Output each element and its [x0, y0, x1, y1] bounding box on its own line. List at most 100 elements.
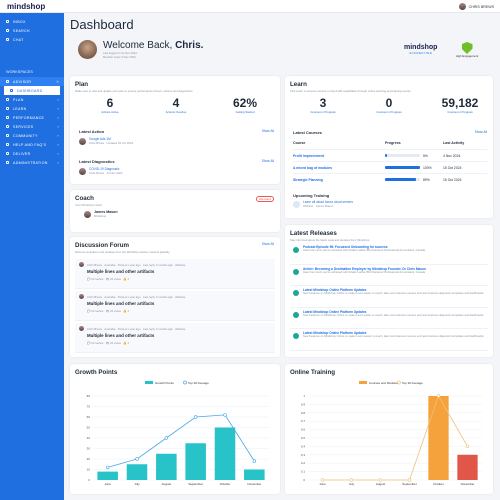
- sidebar-item-community[interactable]: COMMUNITY ›: [0, 131, 64, 140]
- last-activity: 15 Oct 2024: [443, 177, 462, 182]
- release-title[interactable]: Podcast Episode 96: Focussed Onboarding …: [303, 245, 388, 249]
- release-item[interactable]: Latest Mindshop Online Platform Updates N…: [290, 308, 488, 329]
- sidebar-item-plan[interactable]: PLAN ›: [0, 95, 64, 104]
- release-title[interactable]: Latest Mindshop Online Platform Updates: [303, 288, 367, 292]
- chevron-right-icon: ›: [57, 106, 59, 111]
- release-title[interactable]: Latest Mindshop Online Platform Updates: [303, 331, 367, 335]
- user-menu[interactable]: CHRIS BREWS: [458, 3, 494, 10]
- chevron-right-icon: ›: [57, 115, 59, 120]
- diagnostic-title[interactable]: COVID-19 Diagnostic: [89, 167, 120, 171]
- line-point: [349, 478, 354, 482]
- sidebar-item-help[interactable]: HELP AND FAQ'S ›: [0, 140, 64, 149]
- progress-bar: [385, 178, 420, 181]
- last-activity: 15 Oct 2024: [443, 165, 462, 170]
- chevron-up-icon: ˄: [56, 79, 59, 84]
- search-icon: [6, 29, 9, 32]
- services-icon: [6, 125, 9, 128]
- stat-courses-2[interactable]: 0 Courses in Progress: [376, 96, 402, 114]
- action-title[interactable]: Google Ads 1M: [89, 137, 111, 141]
- x-tick-label: June: [319, 482, 326, 486]
- forum-title: Discussion Forum: [75, 242, 129, 249]
- accredited-badge: mindshop ACCREDITED: [404, 44, 438, 55]
- show-all-link[interactable]: Show All: [261, 129, 274, 133]
- bar: [214, 427, 236, 480]
- post-title[interactable]: Multiple lines and other artifacts: [87, 301, 155, 306]
- stat-courses-3[interactable]: 59,182 Courses in Progress: [441, 96, 479, 114]
- release-item[interactable]: Latest Mindshop Online Platform Updates N…: [290, 286, 488, 308]
- sidebar-item-services[interactable]: SERVICES ›: [0, 122, 64, 131]
- series-line: [107, 414, 255, 468]
- stat-actions-active[interactable]: 6 Actions Active: [101, 96, 119, 114]
- latest-action-label: Latest Action: [79, 129, 105, 134]
- chevron-right-icon: ›: [57, 124, 59, 129]
- show-all-link[interactable]: Show All: [261, 159, 274, 163]
- x-tick-label: August: [376, 482, 386, 486]
- sidebar-item-performance[interactable]: PERFORMANCE ›: [0, 113, 64, 122]
- y-tick-label: 0.5: [301, 436, 306, 440]
- x-tick-label: September: [402, 482, 417, 486]
- progress-pct: 89%: [423, 177, 430, 182]
- post-stats: 💬 24 replies 👁 26 views 👍 2: [87, 341, 130, 345]
- y-tick-label: 30: [87, 447, 91, 451]
- release-icon: [293, 247, 299, 253]
- release-item[interactable]: Podcast Episode 96: Focussed Onboarding …: [290, 243, 488, 265]
- sidebar-item-dashboard[interactable]: DASHBOARD: [4, 86, 60, 95]
- y-tick-label: 0: [88, 478, 90, 482]
- sidebar-item-learn[interactable]: LEARN ›: [0, 104, 64, 113]
- training-title[interactable]: Learn all about Azure cloud servers: [303, 200, 353, 204]
- y-tick-label: 60: [87, 415, 91, 419]
- release-body: Hear how much can be achieved with Ghali…: [303, 270, 426, 274]
- release-item[interactable]: Article: Becoming a Destination Employer…: [290, 265, 488, 286]
- stat-actions-overdue[interactable]: 4 Actions Overdue: [165, 96, 187, 114]
- release-body: Hear how much can be achieved with Ghali…: [303, 249, 426, 252]
- stat-courses-1[interactable]: 3 Courses in Progress: [310, 96, 336, 114]
- coach-title: Coach: [75, 195, 94, 202]
- release-item[interactable]: Latest Mindshop Online Platform Updates N…: [290, 329, 488, 351]
- sidebar-item-deliver[interactable]: DELIVER ›: [0, 149, 64, 158]
- coach-name[interactable]: James Mason: [94, 210, 118, 214]
- member-since: Member since 3 Dec 2023: [103, 55, 136, 59]
- course-name[interactable]: Strategic Planning: [293, 177, 323, 182]
- legend-swatch: [145, 381, 153, 384]
- sidebar-item-inbox[interactable]: INBOX: [0, 17, 64, 26]
- sidebar-item-advisor[interactable]: ADVISOR ˄: [0, 77, 64, 86]
- page-title: Dashboard: [70, 17, 134, 32]
- show-all-link[interactable]: Show All: [474, 130, 487, 134]
- sidebar-item-search[interactable]: SEARCH: [0, 26, 64, 35]
- table-row[interactable]: A mixed bag of modules 100% 15 Oct 2024: [293, 161, 487, 173]
- line-point: [223, 413, 227, 417]
- stat-getting-started[interactable]: 62% Getting Started: [232, 96, 258, 114]
- legend-label: Growth Points: [155, 381, 174, 385]
- calendar-icon: [293, 200, 300, 208]
- sidebar-item-administration[interactable]: ADMINISTRATION ›: [0, 158, 64, 167]
- post-meta: Chris Brews · Australia · Posted 1 year …: [87, 326, 186, 331]
- bar: [126, 464, 148, 480]
- show-all-link[interactable]: Show All: [261, 242, 274, 246]
- avatar: [79, 137, 86, 145]
- post-title[interactable]: Multiple lines and other artifacts: [87, 269, 155, 274]
- sidebar-item-chat[interactable]: CHAT: [0, 35, 64, 44]
- list-item[interactable]: Chris Brews · Australia · Posted 1 year …: [75, 323, 275, 353]
- y-tick-label: 70: [87, 405, 91, 409]
- release-title[interactable]: Latest Mindshop Online Platform Updates: [303, 309, 367, 314]
- series-line: [322, 395, 468, 481]
- legend-swatch: [397, 380, 401, 385]
- brand-logo[interactable]: mindshop: [7, 2, 46, 11]
- post-title[interactable]: Multiple lines and other artifacts: [87, 333, 155, 338]
- y-tick-label: 1: [303, 394, 305, 398]
- progress-bar: [385, 166, 420, 169]
- list-item[interactable]: Chris Brews · Australia · Posted 1 year …: [75, 291, 275, 321]
- release-icon: [293, 311, 299, 318]
- legend-swatch: [183, 380, 187, 385]
- post-meta: Chris Brews · Australia · Posted 1 year …: [87, 294, 186, 299]
- table-row[interactable]: Profit Improvement 5% 4 Nov 2024: [293, 149, 487, 161]
- course-name[interactable]: A mixed bag of modules: [293, 165, 333, 170]
- plan-title: Plan: [75, 81, 89, 88]
- release-title[interactable]: Article: Becoming a Destination Employer…: [303, 266, 426, 271]
- y-tick-label: 80: [87, 394, 91, 398]
- list-item[interactable]: Chris Brews · Australia · Posted 1 year …: [75, 259, 275, 289]
- table-row[interactable]: Strategic Planning 89% 15 Oct 2024: [293, 173, 487, 185]
- x-tick-label: July: [349, 482, 355, 486]
- chevron-right-icon: ›: [57, 97, 59, 102]
- course-name[interactable]: Profit Improvement: [293, 153, 325, 158]
